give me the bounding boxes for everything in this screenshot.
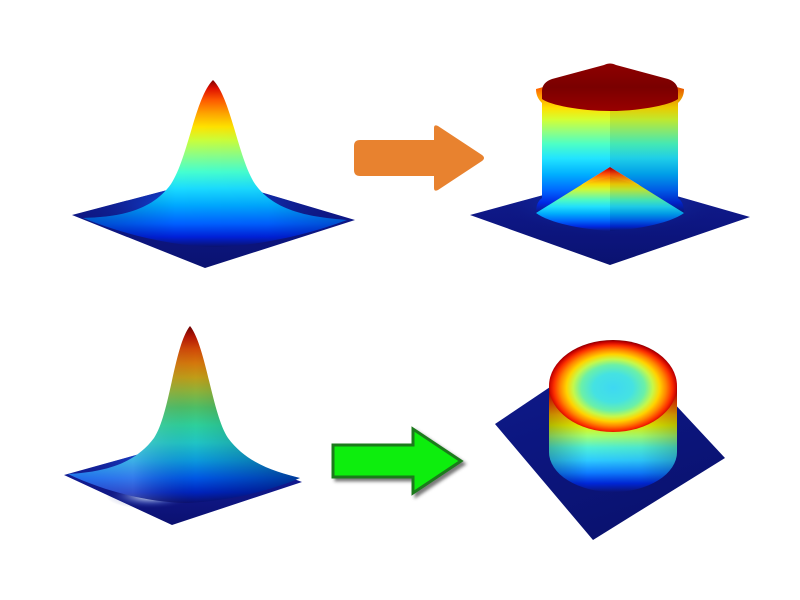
transform-arrow-orange-wrap: [348, 124, 488, 192]
cylinder-top-cap: [549, 340, 677, 432]
gaussian-surface-plot: [72, 80, 355, 268]
right-arrow-icon[interactable]: [348, 124, 488, 192]
flattop-circular-surface-plot: [495, 340, 725, 540]
right-arrow-icon[interactable]: [328, 425, 468, 497]
gaussian-bell-lit: [68, 326, 300, 503]
panel-gaussian-input-top-left: [55, 60, 365, 275]
panel-flattop-circular-output-bottom-right: [485, 330, 735, 560]
gaussian-lit-surface-plot: [64, 326, 302, 525]
panel-flattop-square-output-top-right: [460, 55, 760, 275]
transform-arrow-green-wrap: [328, 425, 468, 497]
gaussian-bell: [83, 80, 347, 247]
panel-gaussian-input-bottom-left: [50, 310, 330, 535]
flattop-plateau: [536, 63, 684, 231]
flattop-square-surface-plot: [470, 63, 750, 265]
